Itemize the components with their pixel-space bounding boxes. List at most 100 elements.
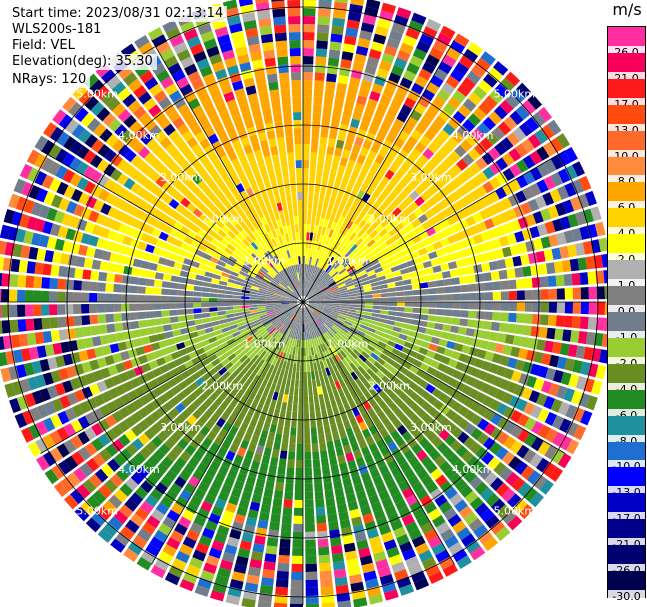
range-gate: [250, 252, 259, 261]
range-gate: [379, 314, 388, 320]
range-gate: [595, 270, 605, 284]
range-gate: [74, 268, 84, 279]
range-gate: [558, 435, 573, 451]
range-gate: [312, 459, 321, 468]
range-gate: [304, 507, 315, 516]
range-gate: [151, 398, 163, 409]
range-gate: [100, 367, 111, 379]
range-gate: [242, 346, 251, 355]
range-gate: [42, 330, 53, 343]
range-gate: [162, 324, 172, 332]
range-gate: [305, 315, 308, 324]
range-gate: [316, 295, 325, 299]
range-gate: [270, 513, 281, 523]
range-gate: [269, 212, 276, 222]
range-gate: [503, 435, 517, 450]
range-gate: [281, 317, 289, 325]
range-gate: [233, 38, 247, 49]
range-gate: [330, 423, 338, 433]
range-gate: [413, 508, 426, 521]
range-gate: [303, 288, 306, 297]
range-gate: [349, 467, 360, 478]
range-gate: [351, 516, 363, 527]
range-gate: [293, 112, 302, 121]
range-gate: [44, 344, 55, 357]
range-gate: [393, 569, 409, 581]
range-gate: [46, 236, 58, 250]
range-gate: [457, 104, 472, 118]
range-gate: [361, 362, 370, 372]
range-gate: [355, 289, 365, 294]
range-gate: [524, 289, 533, 300]
range-gate: [408, 201, 419, 212]
range-gate: [246, 324, 255, 331]
range-gate: [319, 377, 326, 386]
range-gate: [342, 477, 353, 488]
range-gate: [273, 297, 282, 300]
range-gate: [173, 374, 184, 384]
range-gate: [426, 430, 438, 442]
range-gate: [56, 426, 70, 441]
range-gate: [313, 475, 323, 484]
range-gate: [217, 446, 228, 458]
range-gate: [321, 226, 327, 236]
range-gate: [245, 516, 257, 527]
range-gate: [44, 468, 59, 485]
range-gate: [382, 87, 395, 99]
range-gate: [523, 402, 536, 416]
range-gate: [250, 51, 263, 62]
range-gate: [291, 305, 299, 311]
range-gate: [394, 473, 406, 485]
range-gate: [405, 370, 416, 380]
range-gate: [349, 77, 361, 88]
range-gate: [291, 322, 296, 331]
range-gate: [188, 351, 198, 360]
range-gate: [83, 165, 96, 179]
range-gate: [398, 190, 409, 201]
range-gate: [394, 222, 405, 232]
range-gate: [495, 225, 506, 237]
range-gate: [362, 192, 371, 203]
range-gate: [156, 405, 168, 417]
range-gate: [352, 246, 361, 255]
range-gate: [358, 199, 367, 210]
range-gate: [304, 451, 312, 460]
range-gate: [444, 286, 453, 294]
range-gate: [291, 257, 295, 266]
range-gate: [227, 586, 242, 598]
range-gate: [204, 362, 215, 372]
range-gate: [362, 318, 371, 324]
range-gate: [305, 272, 308, 281]
range-gate: [296, 307, 301, 315]
range-gate: [536, 163, 550, 178]
range-gate: [24, 392, 36, 408]
range-gate: [266, 324, 274, 331]
range-gate: [303, 280, 306, 289]
range-gate: [162, 273, 172, 282]
range-gate: [319, 243, 325, 252]
range-gate: [197, 577, 213, 590]
range-gate: [122, 93, 137, 108]
range-gate: [457, 431, 470, 444]
range-gate: [346, 374, 355, 383]
range-gate: [229, 443, 239, 454]
range-gate: [480, 382, 492, 394]
range-gate: [84, 134, 98, 149]
range-gate: [266, 288, 275, 293]
range-gate: [328, 267, 336, 275]
range-gate: [303, 323, 305, 332]
range-gate: [290, 354, 295, 364]
range-gate: [268, 81, 279, 91]
range-gate: [428, 571, 444, 584]
range-gate: [361, 280, 371, 286]
range-gate: [388, 260, 398, 268]
range-label: 4.00km: [452, 463, 494, 476]
range-gate: [267, 73, 278, 83]
range-gate: [495, 526, 511, 542]
range-gate: [308, 322, 313, 331]
range-gate: [311, 312, 318, 319]
range-gate: [485, 514, 500, 529]
range-gate: [555, 385, 568, 400]
range-gate: [223, 91, 235, 103]
range-gate: [339, 199, 347, 209]
